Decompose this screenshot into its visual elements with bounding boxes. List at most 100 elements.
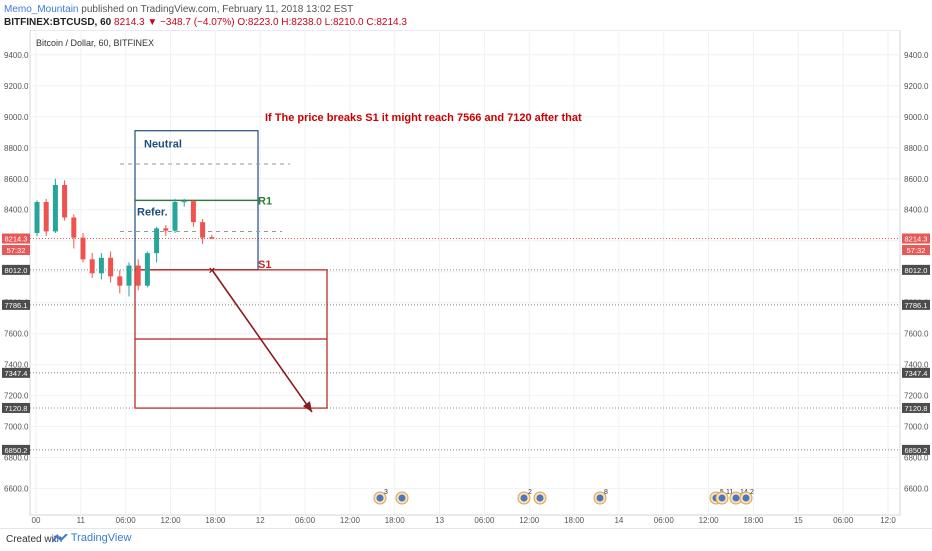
x-tick-label: 18:00 — [564, 516, 585, 525]
candle-body — [43, 201, 49, 232]
x-tick-label: 13 — [435, 516, 444, 525]
x-tick-label: 06:00 — [474, 516, 495, 525]
x-tick-label: 12 — [256, 516, 265, 525]
candle-body — [200, 222, 206, 238]
x-tick-label: 06:00 — [295, 516, 316, 525]
price-flag-text: 57:32 — [907, 246, 926, 255]
brand-name: TradingView — [70, 532, 132, 544]
y-tick-label-right: 7200.0 — [904, 392, 929, 401]
price-flag-text: 8012.0 — [905, 266, 928, 275]
projection-arrow-head — [303, 401, 312, 413]
y-tick-label-left: 9000.0 — [4, 113, 29, 122]
author-link[interactable]: Memo_Mountain — [4, 4, 79, 15]
flag-dot-icon — [718, 494, 726, 502]
y-tick-label-right: 8600.0 — [904, 175, 929, 184]
level-r1-label: R1 — [258, 195, 272, 207]
x-tick-label: 12:00 — [519, 516, 540, 525]
price-change: ▼ −348.7 (−4.07%) — [147, 17, 235, 28]
price-flag-right — [902, 233, 930, 244]
candle-body — [80, 237, 86, 260]
price-flag-right — [902, 402, 930, 413]
projection-arrow — [211, 269, 313, 413]
y-tick-label-right: 7000.0 — [904, 423, 929, 432]
x-tick-label: 12:0 — [880, 516, 896, 525]
price-flag-left — [2, 444, 30, 455]
price-flag-text: 8214.3 — [905, 235, 928, 244]
y-tick-label-left: 8400.0 — [4, 206, 29, 215]
price-flag-text: 7347.4 — [5, 369, 28, 378]
y-tick-label-right: 9200.0 — [904, 82, 929, 91]
candle-body — [62, 184, 68, 218]
candle-body — [135, 265, 141, 286]
y-tick-label-right: 7600.0 — [904, 330, 929, 339]
price-flag-text: 8012.0 — [5, 266, 28, 275]
last-price: 8214.3 — [114, 17, 145, 28]
candle-body — [181, 201, 187, 203]
level-s1-label: S1 — [258, 259, 271, 271]
symbol-line: BITFINEX:BTCUSD, 60 8214.3 ▼ −348.7 (−4.… — [4, 17, 407, 28]
price-flag-right — [902, 299, 930, 310]
x-tick-label: 18:00 — [205, 516, 226, 525]
candle-body — [71, 217, 77, 238]
price-flag-left — [2, 233, 30, 244]
candle-body — [190, 201, 196, 223]
x-tick-label: 12:00 — [699, 516, 720, 525]
publish-line: Memo_Mountain published on TradingView.c… — [4, 4, 353, 15]
x-tick-label: 15 — [794, 516, 803, 525]
price-flag-text: 6850.2 — [5, 446, 28, 455]
flag-dot-icon — [596, 494, 604, 502]
price-flag-left — [2, 264, 30, 275]
event-count: 3 — [384, 489, 388, 496]
chart-annotation: If The price breaks S1 it might reach 75… — [265, 112, 582, 124]
price-flag-text: 7786.1 — [905, 301, 928, 310]
chart-header: Memo_Mountain published on TradingView.c… — [0, 0, 932, 30]
price-flag-left — [2, 402, 30, 413]
x-tick-label: 14 — [614, 516, 623, 525]
candle-body — [89, 259, 95, 274]
symbol-name: BITFINEX:BTCUSD, 60 — [4, 17, 112, 28]
x-tick-label: 06:00 — [116, 516, 137, 525]
flag-dot-icon — [742, 494, 750, 502]
price-flag-text: 7347.4 — [905, 369, 928, 378]
y-tick-label-left: 7200.0 — [4, 392, 29, 401]
price-chart[interactable]: 6600.0 6600.0 6800.0 6800.0 7000.0 7000.0 7200… — [0, 29, 932, 525]
candle-body — [117, 276, 123, 286]
event-count: 11 — [726, 489, 733, 496]
reference-zone-label: Refer. — [137, 206, 168, 218]
x-tick-label: 12:00 — [161, 516, 182, 525]
x-tick-label: 18:00 — [743, 516, 764, 525]
price-flag-text: 7786.1 — [5, 301, 28, 310]
price-flag-right — [902, 245, 930, 256]
price-flag-text: 8214.3 — [5, 235, 28, 244]
y-tick-label-left: 6800.0 — [4, 454, 29, 463]
price-flag-left — [2, 367, 30, 378]
flag-dot-icon — [398, 494, 406, 502]
break-marker: × — [209, 265, 215, 277]
candle-body — [34, 201, 40, 233]
y-tick-label-right: 9000.0 — [904, 113, 929, 122]
y-tick-label-left: 8800.0 — [4, 144, 29, 153]
tradingview-logo-icon — [52, 533, 68, 543]
y-tick-label-right: 6800.0 — [904, 454, 929, 463]
candle-body — [126, 265, 132, 286]
y-tick-label-right: 8400.0 — [904, 206, 929, 215]
footer: Created with TradingView — [0, 528, 932, 551]
flag-dot-icon — [536, 494, 544, 502]
chart-area[interactable]: 6600.0 6600.0 6800.0 6800.0 7000.0 7000.0 7200… — [0, 29, 932, 525]
tradingview-logo[interactable]: TradingView — [52, 532, 131, 544]
y-tick-label-right: 9400.0 — [904, 51, 929, 60]
price-flag-left — [2, 245, 30, 256]
flag-dot-icon — [520, 494, 528, 502]
candle-body — [144, 253, 150, 286]
price-flag-text: 7120.8 — [905, 404, 928, 413]
price-flag-right — [902, 444, 930, 455]
y-tick-label-left: 6600.0 — [4, 485, 29, 494]
y-tick-label-left: 9200.0 — [4, 82, 29, 91]
flag-dot-icon — [376, 494, 384, 502]
y-tick-label-right: 6600.0 — [904, 485, 929, 494]
flag-dot-icon — [732, 494, 740, 502]
x-tick-label: 18:00 — [385, 516, 406, 525]
event-count: 2 — [528, 489, 532, 496]
candle-body — [98, 257, 104, 274]
event-count: 2 — [750, 489, 754, 496]
